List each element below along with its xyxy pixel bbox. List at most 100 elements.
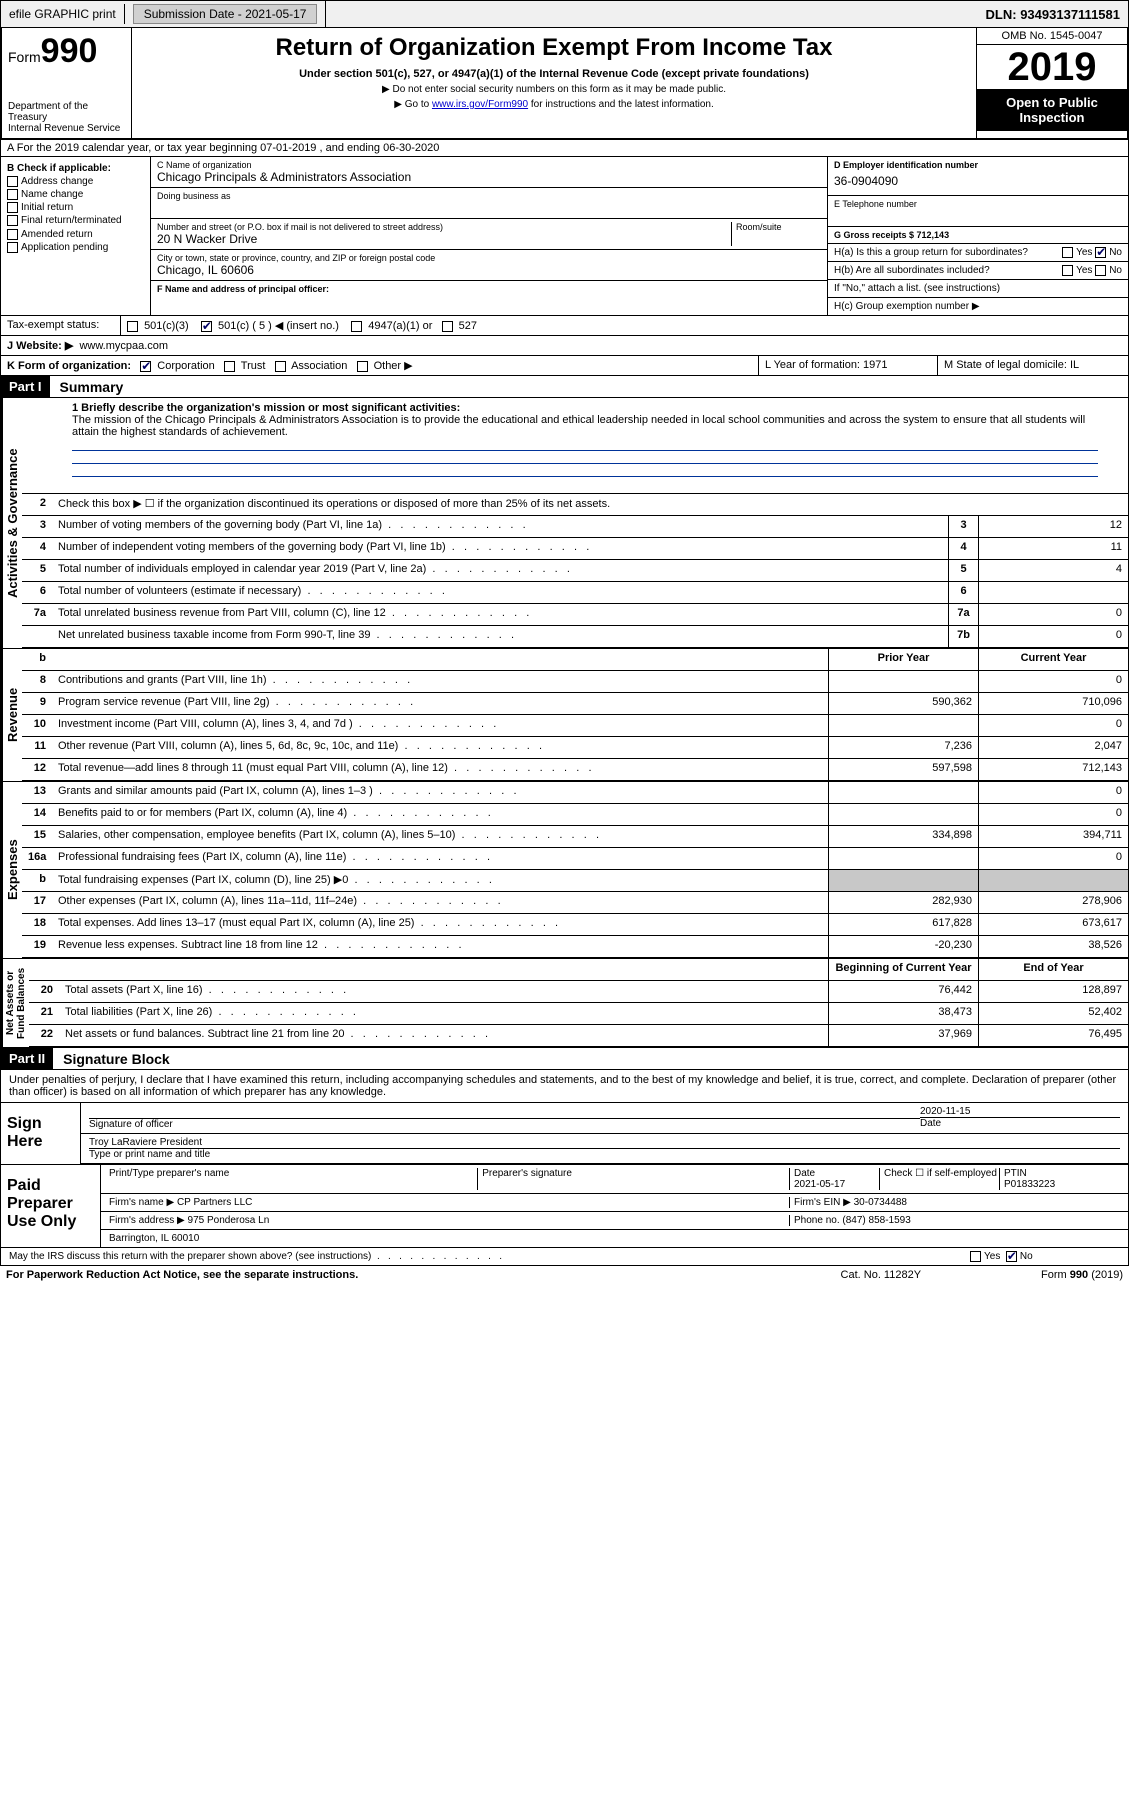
ptin-val: P01833223: [1004, 1179, 1120, 1190]
line-2: 2 Check this box ▶ ☐ if the organization…: [22, 494, 1128, 516]
addr-label: Number and street (or P.O. box if mail i…: [157, 222, 731, 232]
irs-link[interactable]: www.irs.gov/Form990: [432, 99, 528, 110]
firm-name-cell: Firm's name ▶ CP Partners LLC: [109, 1197, 790, 1208]
chk-527[interactable]: [442, 321, 453, 332]
firm-addr-row: Firm's address ▶ 975 Ponderosa Ln Phone …: [101, 1212, 1128, 1230]
cell-city: City or town, state or province, country…: [151, 250, 827, 281]
line-desc: Grants and similar amounts paid (Part IX…: [52, 782, 828, 803]
amt-line: 14 Benefits paid to or for members (Part…: [22, 804, 1128, 826]
blank: [29, 959, 59, 980]
line-desc: Other expenses (Part IX, column (A), lin…: [52, 892, 828, 913]
ha-no-chk[interactable]: [1095, 247, 1106, 258]
dept-label: Department of the Treasury Internal Reve…: [8, 101, 125, 134]
cell-address: Number and street (or P.O. box if mail i…: [151, 219, 827, 250]
col-current: Current Year: [978, 649, 1128, 670]
line-val: 11: [978, 538, 1128, 559]
discuss-yes-chk[interactable]: [970, 1251, 981, 1262]
prior-val: 76,442: [828, 981, 978, 1002]
part1-tag: Part I: [1, 376, 50, 397]
prep-date-cell: Date 2021-05-17: [790, 1168, 880, 1190]
chk-address[interactable]: Address change: [7, 176, 144, 187]
firm-ein: 30-0734488: [854, 1197, 907, 1208]
prep-date: 2021-05-17: [794, 1179, 879, 1190]
discuss-yes: Yes: [984, 1251, 1000, 1262]
chk-4947[interactable]: [351, 321, 362, 332]
amt-line: 20 Total assets (Part X, line 16) 76,442…: [29, 981, 1128, 1003]
gov-line: 7a Total unrelated business revenue from…: [22, 604, 1128, 626]
part1-title: Summary: [50, 379, 124, 395]
line-num: 17: [22, 892, 52, 913]
chk-final[interactable]: Final return/terminated: [7, 215, 144, 226]
cell-gross: G Gross receipts $ 712,143: [828, 227, 1128, 244]
prior-val: 617,828: [828, 914, 978, 935]
sig-date: 2020-11-15: [920, 1106, 1120, 1117]
footer-left: For Paperwork Reduction Act Notice, see …: [6, 1269, 358, 1281]
line-box: 3: [948, 516, 978, 537]
chk-trust[interactable]: [224, 361, 235, 372]
note-ssn: ▶ Do not enter social security numbers o…: [142, 84, 966, 95]
footer: For Paperwork Reduction Act Notice, see …: [0, 1266, 1129, 1284]
cell-ha: H(a) Is this a group return for subordin…: [828, 244, 1128, 262]
line-desc: Number of voting members of the governin…: [52, 516, 948, 537]
header-right: OMB No. 1545-0047 2019 Open to Public In…: [977, 28, 1127, 138]
phone-label: Phone no.: [794, 1215, 840, 1226]
line1-label: 1 Briefly describe the organization's mi…: [72, 402, 460, 414]
paid-prep-row: Paid Preparer Use Only Print/Type prepar…: [1, 1164, 1128, 1247]
opt-initial: Initial return: [21, 202, 73, 213]
chk-other[interactable]: [357, 361, 368, 372]
chk-corp[interactable]: [140, 361, 151, 372]
prep-row1: Print/Type preparer's name Preparer's si…: [101, 1165, 1128, 1194]
current-val: 52,402: [978, 1003, 1128, 1024]
amt-line: 16a Professional fundraising fees (Part …: [22, 848, 1128, 870]
hb-no-chk[interactable]: [1095, 265, 1106, 276]
c-label: C Name of organization: [157, 160, 821, 170]
cell-ein: D Employer identification number 36-0904…: [828, 157, 1128, 196]
hb-yes-chk[interactable]: [1062, 265, 1073, 276]
sign-here-right: Signature of officer 2020-11-15 Date Tro…: [81, 1103, 1128, 1164]
prior-val: 597,598: [828, 759, 978, 780]
chk-initial[interactable]: Initial return: [7, 202, 144, 213]
firm-addr-cell: Firm's address ▶ 975 Ponderosa Ln: [109, 1215, 790, 1226]
chk-501c3[interactable]: [127, 321, 138, 332]
cell-dba: Doing business as: [151, 188, 827, 219]
chk-501c[interactable]: [201, 321, 212, 332]
website-label: J Website: ▶ www.mycpaa.com: [1, 336, 174, 355]
phone-val: (847) 858-1593: [842, 1215, 910, 1226]
chk-name[interactable]: Name change: [7, 189, 144, 200]
hb-yes: Yes: [1076, 265, 1092, 276]
opt-assoc: Association: [291, 360, 347, 372]
note2-post: for instructions and the latest informat…: [528, 99, 714, 110]
line-num: 18: [22, 914, 52, 935]
e-val: [834, 209, 1122, 223]
rev-header: b Prior Year Current Year: [22, 649, 1128, 671]
line-desc: Other revenue (Part VIII, column (A), li…: [52, 737, 828, 758]
ha-yes-chk[interactable]: [1062, 247, 1073, 258]
firm-name-label: Firm's name ▶: [109, 1197, 174, 1208]
submission-date-button[interactable]: Submission Date - 2021-05-17: [133, 4, 318, 24]
current-val: 0: [978, 715, 1128, 736]
check-self: Check ☐ if self-employed: [880, 1168, 1000, 1190]
amt-line: 21 Total liabilities (Part X, line 26) 3…: [29, 1003, 1128, 1025]
line-num: 7a: [22, 604, 52, 625]
cell-hb: H(b) Are all subordinates included? Yes …: [828, 262, 1128, 280]
chk-assoc[interactable]: [275, 361, 286, 372]
form-title: Return of Organization Exempt From Incom…: [142, 34, 966, 62]
cell-hc: H(c) Group exemption number ▶: [828, 298, 1128, 315]
officer-name-row: Troy LaRaviere President Type or print n…: [81, 1134, 1128, 1164]
te-opts: 501(c)(3) 501(c) ( 5 ) ◀ (insert no.) 49…: [121, 316, 1128, 335]
chk-amended[interactable]: Amended return: [7, 229, 144, 240]
firm-addr2-row: Barrington, IL 60010: [101, 1230, 1128, 1247]
current-val: 0: [978, 782, 1128, 803]
line-num: 3: [22, 516, 52, 537]
line-num: 16a: [22, 848, 52, 869]
line-num: 21: [29, 1003, 59, 1024]
discuss-no-chk[interactable]: [1006, 1251, 1017, 1262]
opt-pending: Application pending: [21, 242, 108, 253]
row-k: K Form of organization: Corporation Trus…: [0, 356, 1129, 376]
cell-officer: F Name and address of principal officer:: [151, 281, 827, 315]
line-num: 9: [22, 693, 52, 714]
opt-amended: Amended return: [21, 229, 93, 240]
chk-pending[interactable]: Application pending: [7, 242, 144, 253]
line-desc: Total unrelated business revenue from Pa…: [52, 604, 948, 625]
b-label: B Check if applicable:: [7, 163, 144, 174]
